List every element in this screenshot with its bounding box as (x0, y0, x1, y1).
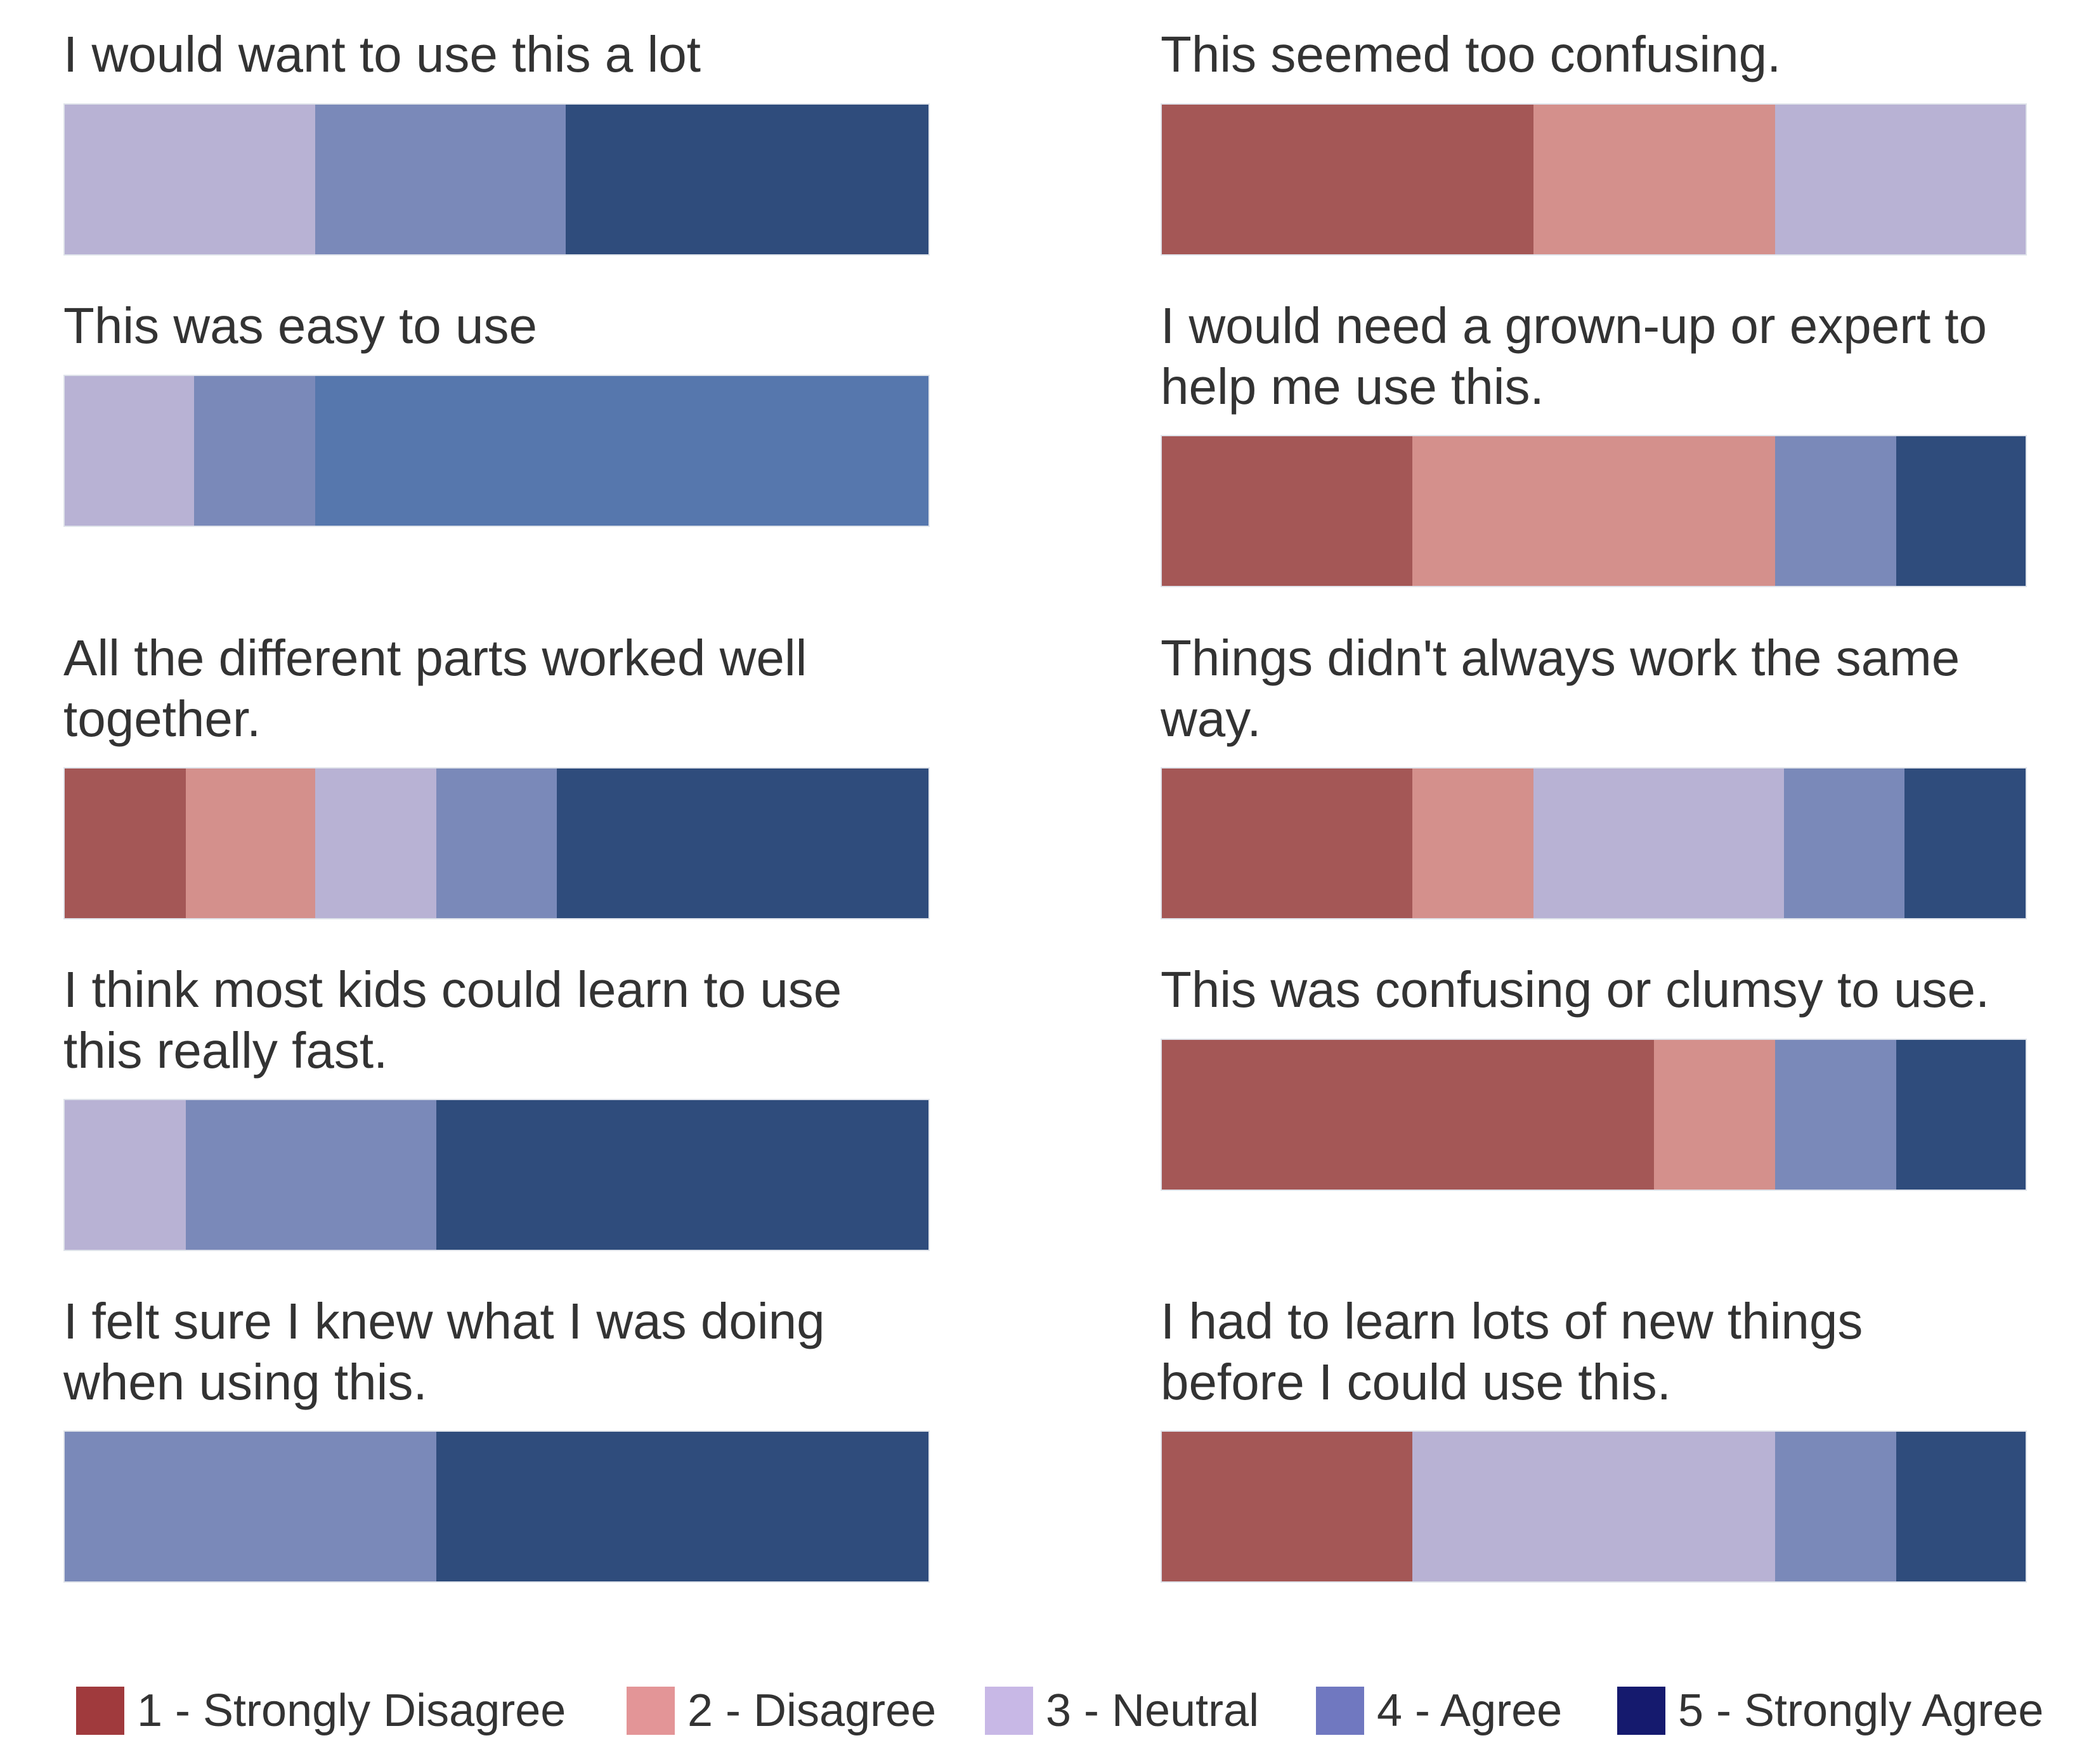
bar-segment-agree (436, 769, 557, 918)
legend-item-agree: 4 - Agree (1316, 1679, 1562, 1742)
question-panel-q2: This was easy to use (63, 295, 932, 530)
bar-segment-strongly-disagree (1162, 105, 1533, 254)
bar-segment-neutral (1412, 1432, 1775, 1581)
bar-segment-strongly-agree (557, 769, 928, 918)
bar-segment-strongly-agree (565, 105, 928, 254)
question-label: I would want to use this a lot (63, 26, 701, 82)
bar-segment-agree (185, 1100, 436, 1250)
question-panel-q5: I felt sure I knew what I was doing when… (63, 1291, 932, 1583)
legend-item-disagree: 2 - Disagree (627, 1679, 936, 1742)
bar-segment-agree (1783, 769, 1905, 918)
legend-label: 3 - Neutral (1046, 1685, 1260, 1736)
question-label: I had to learn lots of new things before… (1161, 1293, 1863, 1410)
legend-swatch (1617, 1687, 1665, 1735)
question-label: I would need a grown-up or expert to hel… (1161, 297, 1988, 415)
stacked-bar (63, 103, 930, 256)
bar-segment-strongly-agree (436, 1100, 928, 1250)
bar-segment-strongly-agree (436, 1432, 928, 1581)
bar-segment-agree (315, 105, 566, 254)
bar-segment-neutral (1775, 105, 2026, 254)
bar-segment-neutral (65, 376, 195, 526)
question-panel-q9: This was confusing or clumsy to use. (1161, 959, 2048, 1194)
question-label: This was easy to use (63, 297, 537, 354)
stacked-bar (1161, 435, 2027, 587)
legend-label: 1 - Strongly Disagree (137, 1685, 566, 1736)
legend-label: 5 - Strongly Agree (1678, 1685, 2044, 1736)
question-label: This seemed too confusing. (1161, 26, 1781, 82)
stacked-bar (63, 1430, 930, 1583)
bar-segment-strongly-agree (1896, 1040, 2026, 1190)
legend-item-neutral: 3 - Neutral (985, 1679, 1259, 1742)
bar-segment-strongly-disagree (1162, 1432, 1412, 1581)
legend-item-strongly-agree: 5 - Strongly Agree (1617, 1679, 2043, 1742)
stacked-bar (1161, 767, 2027, 919)
legend-swatch (985, 1687, 1033, 1735)
bar-segment-disagree (1533, 105, 1776, 254)
stacked-bar (1161, 103, 2027, 256)
bar-segment-neutral (315, 769, 436, 918)
stacked-bar (1161, 1430, 2027, 1583)
bar-segment-strongly-disagree (65, 769, 186, 918)
bar-segment-strongly-disagree (1162, 769, 1412, 918)
bar-segment-agree (65, 1432, 436, 1581)
stacked-bar (1161, 1039, 2027, 1191)
bar-segment-strongly-disagree (1162, 1040, 1655, 1190)
bar-segment-agree (1775, 436, 1896, 586)
question-label: All the different parts worked well toge… (63, 630, 807, 747)
question-label: I felt sure I knew what I was doing when… (63, 1293, 825, 1410)
question-label: Things didn't always work the same way. (1161, 630, 1960, 747)
bar-segment-agree (1775, 1432, 1896, 1581)
bar-segment-neutral (65, 105, 315, 254)
legend-swatch (627, 1687, 675, 1735)
legend-swatch (1316, 1687, 1364, 1735)
question-panel-q6: This seemed too confusing. (1161, 24, 2029, 259)
question-panel-q10: I had to learn lots of new things before… (1161, 1291, 2029, 1583)
stacked-bar (63, 1099, 930, 1251)
legend-label: 4 - Agree (1377, 1685, 1563, 1736)
bar-segment-disagree (1654, 1040, 1775, 1190)
legend-swatch (76, 1687, 124, 1735)
bar-segment-neutral (1533, 769, 1784, 918)
bar-segment-strongly-disagree (1162, 436, 1412, 586)
bar-segment-strongly-agree (1896, 1432, 2026, 1581)
legend: 1 - Strongly Disagree 2 - Disagree 3 - N… (76, 1679, 2074, 1742)
question-panel-q3: All the different parts worked well toge… (63, 628, 932, 919)
bar-segment-neutral (65, 1100, 186, 1250)
question-panel-q4: I think most kids could learn to use thi… (63, 959, 932, 1251)
question-panel-q1: I would want to use this a lot (63, 24, 932, 259)
bar-segment-agree (194, 376, 315, 526)
question-panel-q7: I would need a grown-up or expert to hel… (1161, 295, 2029, 587)
legend-item-strongly-disagree: 1 - Strongly Disagree (76, 1679, 566, 1742)
bar-segment-disagree (1412, 436, 1775, 586)
bar-segment-disagree (1412, 769, 1533, 918)
bar-segment-strongly-agree (1896, 436, 2026, 586)
bar-segment-agree (1775, 1040, 1896, 1190)
bar-segment-strongly-agree (1904, 769, 2026, 918)
legend-label: 2 - Disagree (687, 1685, 937, 1736)
question-label: I think most kids could learn to use thi… (63, 961, 842, 1079)
bar-segment-disagree (185, 769, 315, 918)
bar-segment-strongly-agree (315, 376, 928, 526)
stacked-bar (63, 375, 930, 527)
stacked-bar (63, 767, 930, 919)
question-panel-q8: Things didn't always work the same way. (1161, 628, 2029, 919)
question-label: This was confusing or clumsy to use. (1161, 961, 1990, 1018)
